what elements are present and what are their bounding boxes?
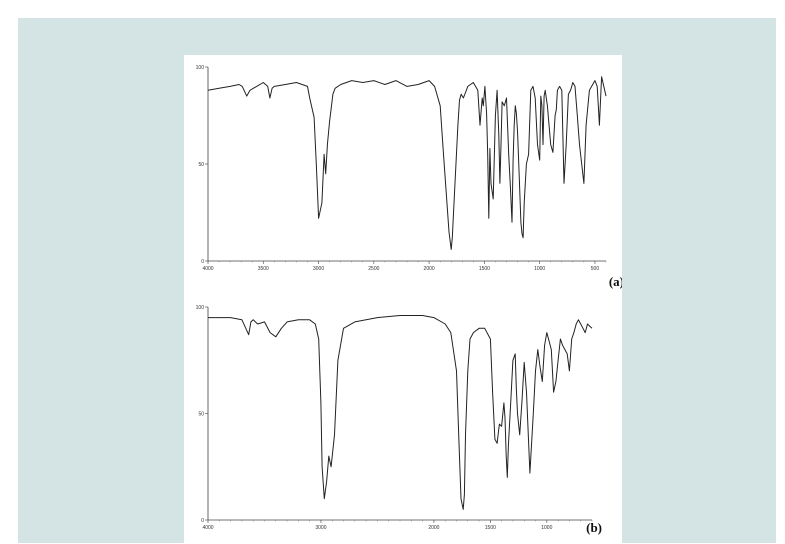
y-tick-label-a-1: 50 <box>198 162 204 168</box>
x-tick-label-b-1: 3000 <box>315 525 326 531</box>
x-tick-label-a-3: 2500 <box>368 266 379 272</box>
x-tick-label-a-0: 4000 <box>202 266 213 272</box>
x-tick-label-b-2: 2000 <box>428 525 439 531</box>
x-tick-label-b-3: 1500 <box>485 525 496 531</box>
x-tick-label-b-4: 1000 <box>541 525 552 531</box>
y-tick-label-a-2: 100 <box>196 65 205 71</box>
x-tick-label-a-1: 3500 <box>258 266 269 272</box>
x-tick-label-a-4: 2000 <box>424 266 435 272</box>
y-tick-label-b-1: 50 <box>198 412 204 418</box>
panel-label-a: (a) <box>609 274 622 289</box>
spectrum-line-a <box>207 76 607 250</box>
figure-panel: 4000350030002500200015001000500050100(a)… <box>184 55 622 543</box>
x-tick-label-a-5: 1500 <box>479 266 490 272</box>
spectrum-a: 4000 3500 3000 2500 2000 1500 1000 500 0 50 100 (a) <box>196 65 622 289</box>
x-tick-label-a-6: 1000 <box>534 266 545 272</box>
spectrum-line-b <box>208 315 593 510</box>
x-tick-label-a-7: 500 <box>591 266 600 272</box>
x-tick-label-b-0: 4000 <box>202 525 213 531</box>
figure-background: 4000350030002500200015001000500050100(a)… <box>18 18 776 543</box>
spectrum-b: 4000 3000 2000 1500 1000 0 50 100 (b) <box>196 305 602 535</box>
y-tick-label-b-0: 0 <box>201 518 204 524</box>
y-tick-label-a-0: 0 <box>201 259 204 265</box>
x-tick-label-a-2: 3000 <box>313 266 324 272</box>
panel-label-b: (b) <box>586 520 602 535</box>
y-tick-label-b-2: 100 <box>196 305 205 311</box>
ir-spectra-figure: 4000350030002500200015001000500050100(a)… <box>196 65 622 535</box>
